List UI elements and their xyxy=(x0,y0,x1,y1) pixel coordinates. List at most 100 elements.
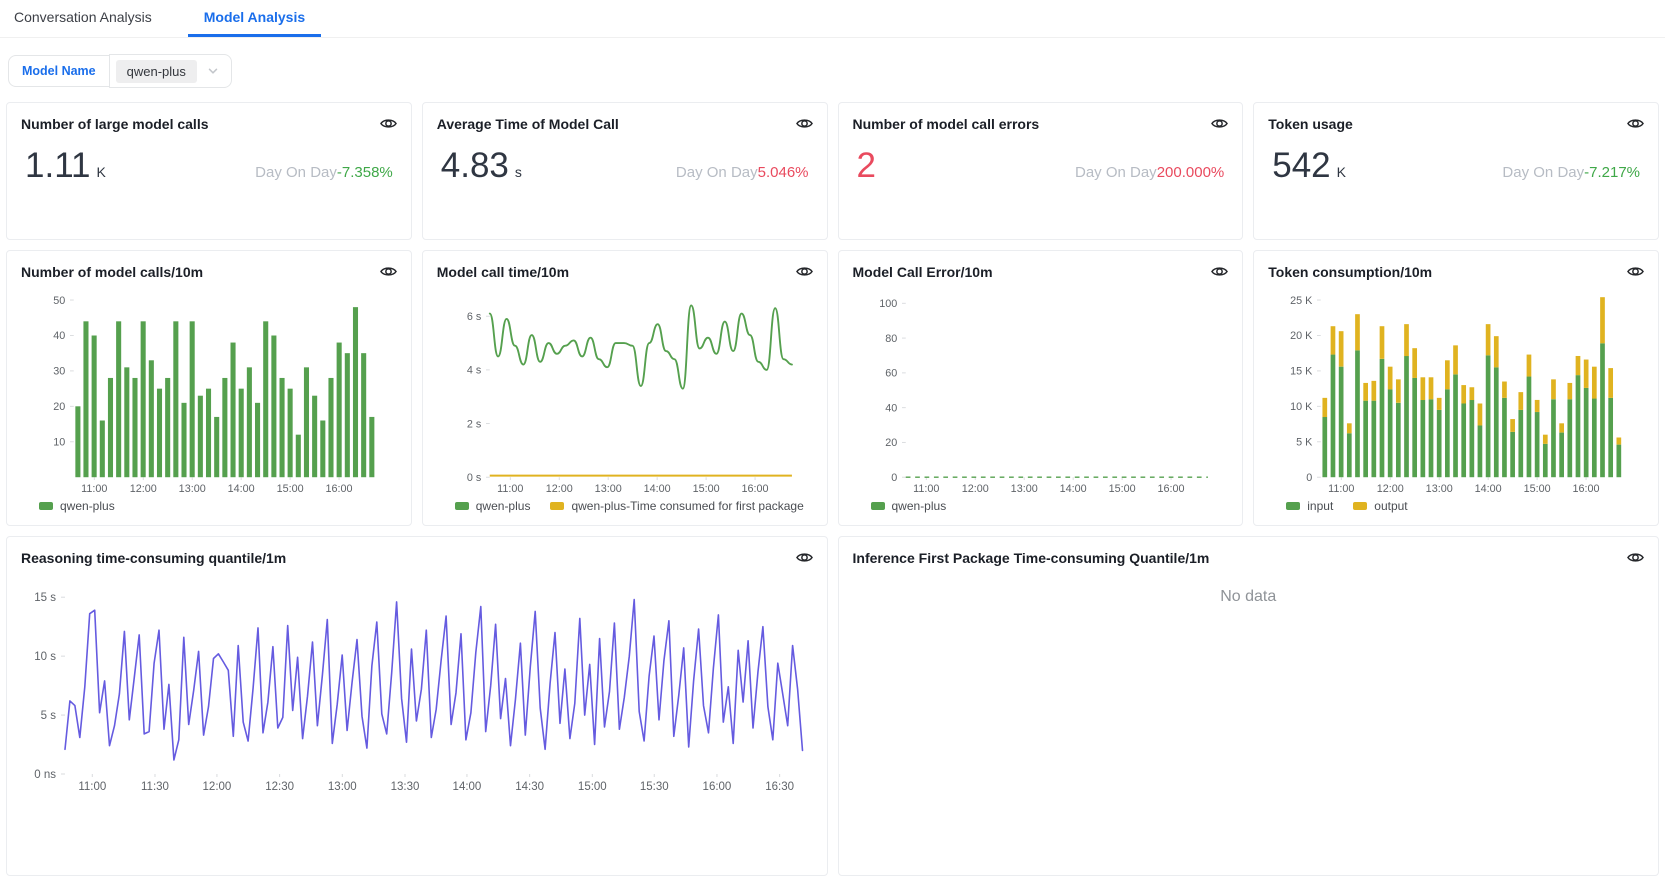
kpi-title: Number of model call errors xyxy=(853,116,1040,132)
svg-text:100: 100 xyxy=(879,298,897,310)
view-detail-button[interactable] xyxy=(380,115,397,132)
model-select[interactable]: qwen-plus xyxy=(109,54,232,88)
view-chart-button[interactable] xyxy=(796,263,813,280)
svg-text:60: 60 xyxy=(885,368,897,380)
kpi-title: Token usage xyxy=(1268,116,1353,132)
no-data-message: No data xyxy=(853,588,1645,606)
svg-text:12:00: 12:00 xyxy=(545,483,572,495)
kpi-value: 1.11 xyxy=(25,148,91,183)
svg-text:5 s: 5 s xyxy=(41,710,57,722)
svg-text:20: 20 xyxy=(53,401,65,413)
svg-text:0 ns: 0 ns xyxy=(34,769,56,781)
view-chart-button[interactable] xyxy=(380,263,397,280)
kpi-dod-value: 200.000% xyxy=(1157,164,1225,181)
svg-text:40: 40 xyxy=(53,330,65,342)
svg-text:14:00: 14:00 xyxy=(453,781,482,793)
svg-text:15:00: 15:00 xyxy=(1524,483,1551,495)
legend-item[interactable]: qwen-plus xyxy=(455,499,531,513)
svg-text:14:00: 14:00 xyxy=(1475,483,1502,495)
legend-label: qwen-plus-Time consumed for first packag… xyxy=(571,499,803,513)
svg-text:6 s: 6 s xyxy=(467,311,482,323)
svg-text:13:00: 13:00 xyxy=(594,483,621,495)
svg-text:50: 50 xyxy=(53,295,65,307)
svg-text:14:00: 14:00 xyxy=(1059,483,1086,495)
kpi-title: Average Time of Model Call xyxy=(437,116,619,132)
svg-text:2 s: 2 s xyxy=(467,418,482,430)
svg-text:16:00: 16:00 xyxy=(1157,483,1184,495)
view-detail-button[interactable] xyxy=(796,115,813,132)
kpi-day-on-day: Day On Day-7.358% xyxy=(255,164,393,181)
svg-text:13:00: 13:00 xyxy=(1426,483,1453,495)
kpi-title: Number of large model calls xyxy=(21,116,209,132)
eye-icon xyxy=(1211,263,1228,280)
chart-legend: qwen-plus xyxy=(853,496,1229,513)
svg-text:14:30: 14:30 xyxy=(515,781,544,793)
kpi-day-on-day: Day On Day5.046% xyxy=(676,164,809,181)
chart-title: Model call time/10m xyxy=(437,264,569,280)
legend-item[interactable]: input xyxy=(1286,499,1333,513)
legend-item[interactable]: output xyxy=(1353,499,1407,513)
svg-text:5 K: 5 K xyxy=(1296,437,1313,449)
chart-legend: qwen-plus xyxy=(21,496,397,513)
chart-title: Model Call Error/10m xyxy=(853,264,993,280)
legend-item[interactable]: qwen-plus xyxy=(871,499,947,513)
legend-swatch xyxy=(1286,502,1300,510)
svg-text:20 K: 20 K xyxy=(1290,330,1313,342)
svg-text:0 s: 0 s xyxy=(467,472,482,484)
kpi-dod-value: -7.358% xyxy=(337,164,393,181)
view-detail-button[interactable] xyxy=(1211,115,1228,132)
chart-card-model-call-time: Model call time/10m 0 s 2 s 4 s 6 s 11:00 12:… xyxy=(422,250,828,526)
svg-text:15 K: 15 K xyxy=(1290,366,1313,378)
model-name-label: Model Name xyxy=(8,55,110,87)
legend-swatch xyxy=(871,502,885,510)
eye-icon xyxy=(380,115,397,132)
tab-bar: Conversation Analysis Model Analysis xyxy=(0,0,1665,38)
view-detail-button[interactable] xyxy=(1627,115,1644,132)
eye-icon xyxy=(1627,263,1644,280)
legend-item[interactable]: qwen-plus-Time consumed for first packag… xyxy=(550,499,803,513)
kpi-value: 542 xyxy=(1272,148,1330,183)
model-chip[interactable]: qwen-plus xyxy=(116,60,197,83)
view-chart-button[interactable] xyxy=(1211,263,1228,280)
svg-text:11:30: 11:30 xyxy=(141,781,169,793)
tab-conversation-analysis[interactable]: Conversation Analysis xyxy=(8,0,158,37)
tab-model-analysis[interactable]: Model Analysis xyxy=(188,0,321,37)
view-chart-button[interactable] xyxy=(796,549,813,566)
eye-icon xyxy=(796,549,813,566)
kpi-value: 4.83 xyxy=(441,148,509,183)
svg-text:14:00: 14:00 xyxy=(643,483,670,495)
filter-row: Model Name qwen-plus xyxy=(8,54,1657,88)
kpi-card-average-call-time: Average Time of Model Call 4.83 s Day On… xyxy=(422,102,828,240)
chart-legend: qwen-plus qwen-plus-Time consumed for fir… xyxy=(437,496,813,513)
chart-title: Token consumption/10m xyxy=(1268,264,1432,280)
chart-title: Number of model calls/10m xyxy=(21,264,203,280)
legend-label: qwen-plus xyxy=(892,499,947,513)
svg-text:13:00: 13:00 xyxy=(328,781,357,793)
svg-text:16:00: 16:00 xyxy=(703,781,732,793)
legend-item[interactable]: qwen-plus xyxy=(39,499,115,513)
svg-text:12:00: 12:00 xyxy=(961,483,988,495)
svg-text:30: 30 xyxy=(53,366,65,378)
svg-text:12:00: 12:00 xyxy=(203,781,232,793)
kpi-dod-label: Day On Day xyxy=(255,164,337,181)
svg-text:15:00: 15:00 xyxy=(692,483,719,495)
dashboard-grid: Number of large model calls 1.11 K Day O… xyxy=(0,102,1665,876)
svg-text:4 s: 4 s xyxy=(467,365,482,377)
svg-text:25 K: 25 K xyxy=(1290,295,1313,307)
view-chart-button[interactable] xyxy=(1627,263,1644,280)
svg-text:11:00: 11:00 xyxy=(497,483,523,495)
legend-label: qwen-plus xyxy=(60,499,115,513)
chart-card-model-calls: Number of model calls/10m 102030405011:0… xyxy=(6,250,412,526)
svg-text:11:00: 11:00 xyxy=(78,781,106,793)
legend-swatch xyxy=(39,502,53,510)
svg-text:15:30: 15:30 xyxy=(640,781,669,793)
svg-text:11:00: 11:00 xyxy=(81,483,107,495)
view-chart-button[interactable] xyxy=(1627,549,1644,566)
bar-chart-canvas: 102030405011:0012:0013:0014:0015:0016:00 xyxy=(21,280,397,496)
eye-icon xyxy=(1211,115,1228,132)
svg-text:0: 0 xyxy=(1307,472,1313,484)
legend-label: input xyxy=(1307,499,1333,513)
chart-card-first-package-quantile: Inference First Package Time-consuming Q… xyxy=(838,536,1660,876)
svg-text:11:00: 11:00 xyxy=(913,483,939,495)
legend-label: output xyxy=(1374,499,1407,513)
